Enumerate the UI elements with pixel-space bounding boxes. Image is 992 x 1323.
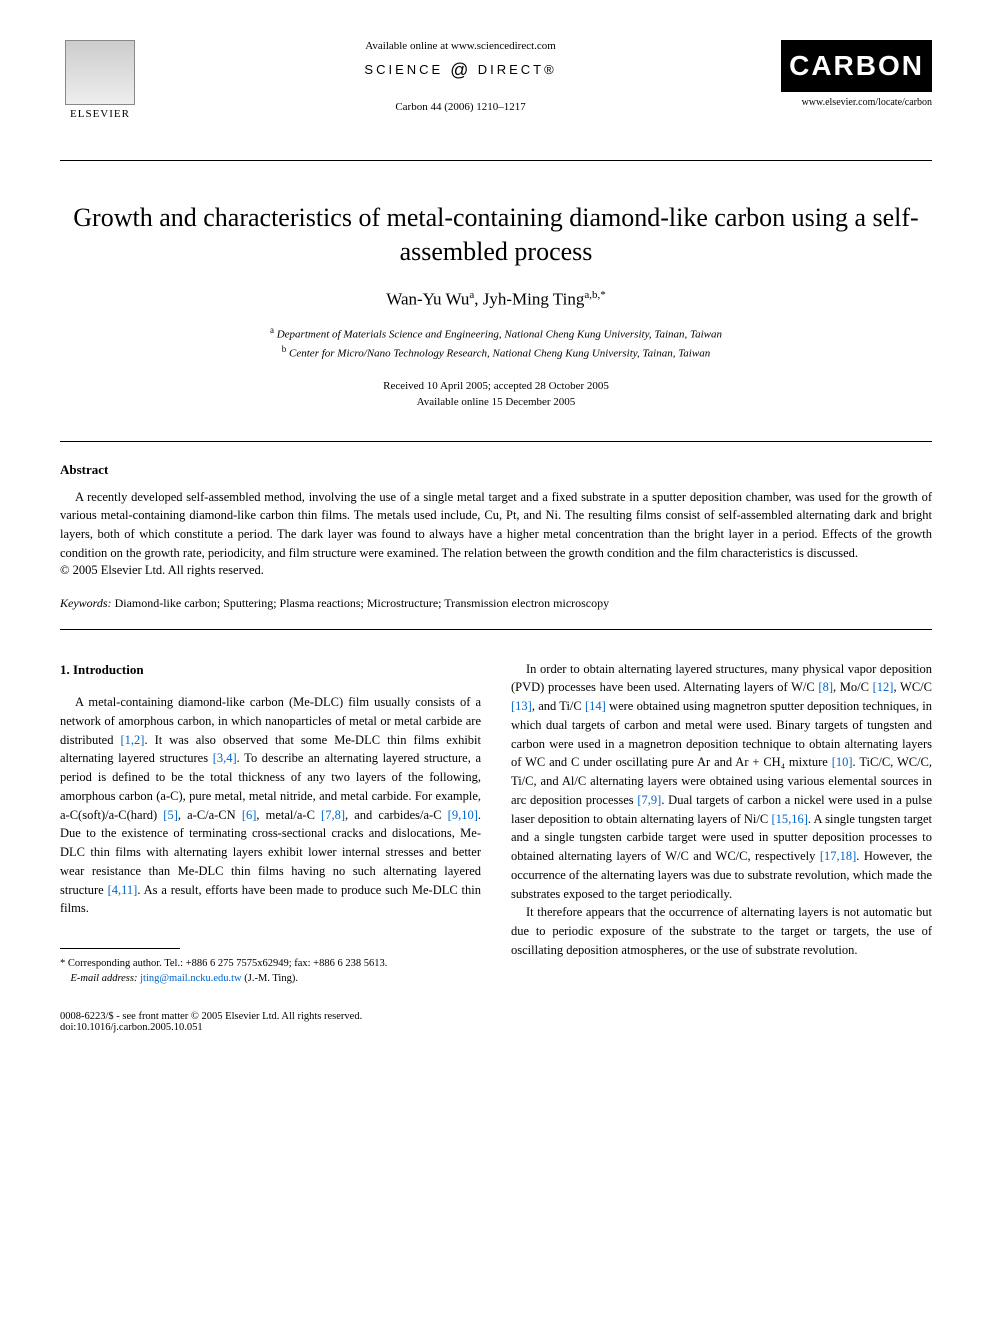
article-title: Growth and characteristics of metal-cont… <box>60 201 932 269</box>
available-online-text: Available online at www.sciencedirect.co… <box>160 40 761 52</box>
direct-text: DIRECT® <box>478 62 557 77</box>
keywords-text: Diamond-like carbon; Sputtering; Plasma … <box>112 596 610 610</box>
ref-3-4[interactable]: [3,4] <box>213 751 237 765</box>
carbon-logo-block: CARBON www.elsevier.com/locate/carbon <box>781 40 932 108</box>
top-divider <box>60 160 932 161</box>
text-segment: , and Ti/C <box>532 699 585 713</box>
science-direct-text: SCIENCE <box>364 62 443 77</box>
ref-15-16[interactable]: [15,16] <box>771 812 807 826</box>
author-1: Wan-Yu Wu <box>386 289 469 308</box>
affil-a-marker: a <box>270 325 274 335</box>
ref-13[interactable]: [13] <box>511 699 532 713</box>
at-symbol-icon: @ <box>450 60 471 80</box>
author-2-affil: a,b,* <box>584 289 605 301</box>
ref-7-8[interactable]: [7,8] <box>321 808 345 822</box>
section-1-heading: 1. Introduction <box>60 660 481 680</box>
ref-1-2[interactable]: [1,2] <box>121 733 145 747</box>
article-dates: Received 10 April 2005; accepted 28 Octo… <box>60 378 932 411</box>
left-column: 1. Introduction A metal-containing diamo… <box>60 660 481 987</box>
keywords-label: Keywords: <box>60 596 112 610</box>
ref-8[interactable]: [8] <box>818 680 833 694</box>
footnote-corr: * Corresponding author. Tel.: +886 6 275… <box>60 958 387 969</box>
abstract-heading: Abstract <box>60 462 932 478</box>
ref-4-11[interactable]: [4,11] <box>108 883 138 897</box>
carbon-url: www.elsevier.com/locate/carbon <box>781 97 932 108</box>
elsevier-logo: ELSEVIER <box>60 40 140 130</box>
affiliations: a Department of Materials Science and En… <box>60 324 932 362</box>
corresponding-author-footnote: * Corresponding author. Tel.: +886 6 275… <box>60 957 481 986</box>
text-segment: , a-C/a-CN <box>178 808 242 822</box>
journal-reference: Carbon 44 (2006) 1210–1217 <box>160 101 761 113</box>
keywords: Keywords: Diamond-like carbon; Sputterin… <box>60 596 932 611</box>
footer-line1: 0008-6223/$ - see front matter © 2005 El… <box>60 1011 362 1022</box>
text-segment: , WC/C <box>893 680 932 694</box>
right-column: In order to obtain alternating layered s… <box>511 660 932 987</box>
text-segment: , Mo/C <box>833 680 873 694</box>
affil-b-marker: b <box>282 344 287 354</box>
center-header: Available online at www.sciencedirect.co… <box>140 40 781 113</box>
authors: Wan-Yu Wua, Jyh-Ming Tinga,b,* <box>60 289 932 310</box>
affiliation-a: Department of Materials Science and Engi… <box>277 329 722 341</box>
author-2: , Jyh-Ming Ting <box>474 289 584 308</box>
email-link[interactable]: jting@mail.ncku.edu.tw <box>140 973 242 984</box>
abstract-text: A recently developed self-assembled meth… <box>60 488 932 563</box>
carbon-journal-logo: CARBON <box>781 40 932 92</box>
ref-14[interactable]: [14] <box>585 699 606 713</box>
email-label: E-mail address: <box>71 973 138 984</box>
intro-paragraph-1: A metal-containing diamond-like carbon (… <box>60 693 481 918</box>
dates-online: Available online 15 December 2005 <box>417 396 576 408</box>
ref-7-9[interactable]: [7,9] <box>637 793 661 807</box>
science-direct-logo: SCIENCE @ DIRECT® <box>160 60 761 81</box>
body-columns: 1. Introduction A metal-containing diamo… <box>60 660 932 987</box>
ref-17-18[interactable]: [17,18] <box>820 849 856 863</box>
text-segment: , and carbides/a-C <box>345 808 448 822</box>
affiliation-b: Center for Micro/Nano Technology Researc… <box>289 348 710 360</box>
dates-received: Received 10 April 2005; accepted 28 Octo… <box>383 380 609 392</box>
intro-paragraph-2: In order to obtain alternating layered s… <box>511 660 932 904</box>
abstract-bottom-divider <box>60 629 932 630</box>
copyright: © 2005 Elsevier Ltd. All rights reserved… <box>60 563 932 578</box>
ref-5[interactable]: [5] <box>163 808 178 822</box>
elsevier-tree-icon <box>65 40 135 105</box>
ref-6[interactable]: [6] <box>242 808 257 822</box>
ref-12[interactable]: [12] <box>873 680 894 694</box>
ref-9-10[interactable]: [9,10] <box>448 808 478 822</box>
footer-doi: doi:10.1016/j.carbon.2005.10.051 <box>60 1022 203 1033</box>
footer: 0008-6223/$ - see front matter © 2005 El… <box>60 1011 932 1033</box>
ref-10[interactable]: [10] <box>832 755 853 769</box>
intro-paragraph-3: It therefore appears that the occurrence… <box>511 903 932 959</box>
abstract-top-divider <box>60 441 932 442</box>
elsevier-text: ELSEVIER <box>70 108 130 120</box>
email-suffix: (J.-M. Ting). <box>242 973 298 984</box>
footnote-divider <box>60 948 180 949</box>
header-row: ELSEVIER Available online at www.science… <box>60 40 932 130</box>
text-segment: , metal/a-C <box>256 808 321 822</box>
